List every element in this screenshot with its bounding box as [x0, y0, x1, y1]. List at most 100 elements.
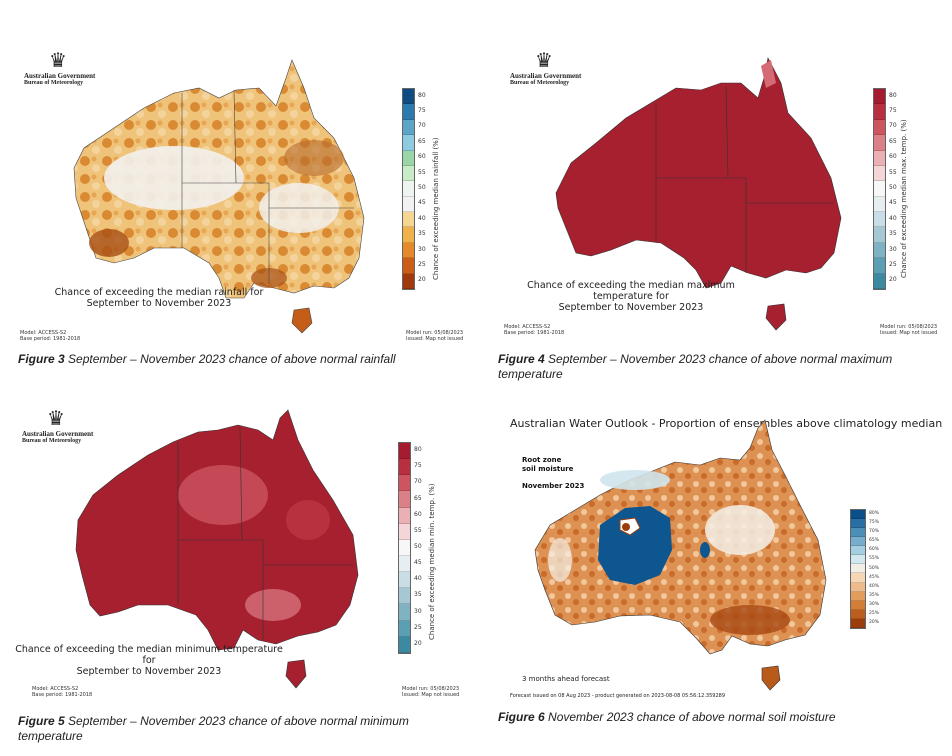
- colorbar-segment: [874, 196, 885, 212]
- colorbar-segment: [399, 572, 410, 589]
- colorbar-tick-label: 50: [889, 184, 897, 191]
- colorbar-tick-label: 55: [414, 526, 422, 534]
- colorbar-segment: [851, 591, 865, 601]
- fig3-caption: Figure 3 September – November 2023 chanc…: [18, 352, 396, 366]
- colorbar-tick-label: 30: [889, 245, 897, 253]
- colorbar-tick-label: 70: [889, 122, 897, 130]
- colorbar-tick-label: 75: [418, 107, 426, 115]
- colorbar-tick-label: 65: [889, 137, 897, 145]
- colorbar-tick-label: 40: [418, 214, 426, 222]
- colorbar-tick-label: 25: [889, 260, 897, 268]
- bom-logo: ♛ Australian Government Bureau of Meteor…: [510, 50, 581, 86]
- colorbar-segment: [403, 273, 414, 289]
- soil-moisture-map: [534, 419, 827, 691]
- colorbar-tick-label: 35: [889, 230, 897, 238]
- colorbar-segment: [399, 491, 410, 508]
- colorbar-segment: [851, 618, 865, 628]
- fig3-model-info: Model: ACCESS-S2 Base period: 1981-2018: [20, 330, 81, 342]
- bom-logo: ♛ Australian Government Bureau of Meteor…: [22, 408, 93, 444]
- colorbar-segment: [874, 242, 885, 259]
- fig6-forecast-note: 3 months ahead forecast: [522, 675, 610, 683]
- colorbar-segment: [851, 573, 865, 583]
- colorbar-tick-label: 45: [418, 199, 426, 207]
- colorbar-segment: [399, 555, 410, 573]
- fig4-map-title: Chance of exceeding the median maximum t…: [527, 280, 735, 313]
- fig4-caption: Figure 4 September – November 2023 chanc…: [498, 352, 893, 381]
- colorbar-tick-label: 50: [414, 543, 422, 550]
- logo-bureau-text: Bureau of Meteorology: [22, 438, 82, 444]
- colorbar-tick-label: 20: [418, 276, 426, 284]
- figure-6-panel: Australian Water Outlook - Proportion of…: [500, 410, 950, 706]
- fig6-issued-note: Forecast issued on 08 Aug 2023 - product…: [510, 693, 726, 699]
- colorbar-tick-label: 60%: [869, 547, 880, 553]
- colorbar-segment: [874, 135, 885, 151]
- max-temp-map: [555, 57, 842, 331]
- fig4-run-info: Model run: 05/08/2023 Issued: Map not iss…: [880, 324, 938, 336]
- colorbar-segment: [851, 564, 865, 574]
- fig5-caption: Figure 5 September – November 2023 chanc…: [18, 714, 409, 743]
- colorbar-tick-label: 35%: [869, 592, 880, 598]
- coat-of-arms-icon: ♛: [47, 408, 65, 430]
- colorbar-tick-label: 55%: [869, 556, 880, 562]
- colorbar-tick-label: 65: [414, 494, 422, 502]
- colorbar-segment: [403, 212, 414, 228]
- colorbar-tick-label: 35: [414, 591, 422, 599]
- fig3-map-title: Chance of exceeding the median rainfall …: [54, 287, 264, 309]
- colorbar-tick-label: 70%: [869, 529, 880, 535]
- colorbar-tick-label: 20: [414, 639, 422, 647]
- colorbar-segment: [874, 181, 885, 197]
- fig3-run-info: Model run: 05/08/2023 Issued: Map not iss…: [406, 330, 464, 342]
- colorbar-tick-label: 25%: [869, 610, 880, 616]
- logo-government-text: Australian Government: [24, 72, 96, 80]
- colorbar-segment: [851, 528, 865, 538]
- colorbar-segment: [874, 165, 885, 182]
- colorbar-tick-label: 55: [889, 168, 897, 176]
- logo-government-text: Australian Government: [22, 430, 94, 438]
- colorbar-tick-label: 25: [414, 623, 422, 631]
- colorbar-tick-label: 45: [889, 199, 897, 207]
- colorbar-segment: [403, 89, 414, 105]
- figure-4-panel: ♛ Australian Government Bureau of Meteor…: [496, 48, 948, 348]
- colorbar-segment: [403, 227, 414, 243]
- colorbar-tick-label: 40: [414, 575, 422, 583]
- fig4-colorbar-label: Chance of exceeding median max. temp. (%…: [900, 119, 908, 278]
- min-temp-map: [75, 409, 359, 689]
- colorbar-tick-label: 30%: [869, 601, 880, 607]
- colorbar-segment: [399, 604, 410, 621]
- colorbar-tick-label: 55: [418, 168, 426, 176]
- coat-of-arms-icon: ♛: [49, 50, 67, 72]
- colorbar-tick-label: 30: [414, 607, 422, 615]
- colorbar-segment: [851, 555, 865, 565]
- colorbar-tick-label: 45%: [869, 574, 880, 580]
- figure-3-panel: ♛ Australian Government Bureau of Meteor…: [14, 48, 466, 348]
- colorbar-tick-label: 80: [418, 91, 426, 99]
- colorbar-tick-label: 35: [418, 230, 426, 238]
- colorbar-segment: [399, 443, 410, 460]
- fig3-colorbar: [402, 88, 415, 290]
- colorbar-segment: [874, 119, 885, 136]
- colorbar-segment: [403, 196, 414, 212]
- colorbar-tick-label: 75%: [869, 520, 880, 526]
- colorbar-tick-label: 40%: [869, 583, 880, 589]
- fig6-caption: Figure 6 November 2023 chance of above n…: [498, 710, 836, 724]
- colorbar-segment: [403, 119, 414, 136]
- fig4-colorbar: [873, 88, 886, 290]
- logo-government-text: Australian Government: [510, 72, 582, 80]
- colorbar-tick-label: 60: [418, 153, 426, 161]
- colorbar-tick-label: 70: [418, 122, 426, 130]
- colorbar-tick-label: 25: [418, 260, 426, 268]
- colorbar-tick-label: 80: [414, 446, 422, 454]
- australia-outline: [555, 57, 842, 289]
- colorbar-segment: [874, 104, 885, 120]
- colorbar-tick-label: 30: [418, 245, 426, 253]
- colorbar-segment: [851, 519, 865, 529]
- fig5-colorbar-label: Chance of exceeding median min. temp. (%…: [428, 483, 436, 640]
- colorbar-tick-label: 50: [418, 184, 426, 191]
- colorbar-tick-label: 60: [889, 153, 897, 161]
- colorbar-tick-label: 45: [414, 559, 422, 567]
- colorbar-segment: [851, 537, 865, 547]
- rainfall-map: [73, 59, 365, 334]
- fig6-month: November 2023: [522, 482, 585, 490]
- colorbar-tick-label: 75: [414, 462, 422, 470]
- colorbar-segment: [874, 89, 885, 105]
